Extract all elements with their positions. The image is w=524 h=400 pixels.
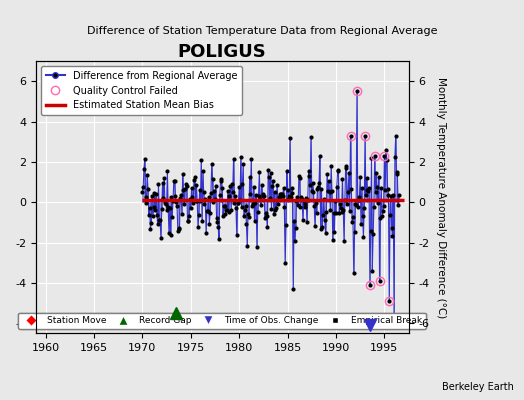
Title: POLIGUS: POLIGUS [178,43,267,61]
Y-axis label: Monthly Temperature Anomaly Difference (°C): Monthly Temperature Anomaly Difference (… [436,76,446,318]
Text: Berkeley Earth: Berkeley Earth [442,382,514,392]
Text: Difference of Station Temperature Data from Regional Average: Difference of Station Temperature Data f… [87,26,437,36]
Legend: Station Move, Record Gap, Time of Obs. Change, Empirical Break: Station Move, Record Gap, Time of Obs. C… [18,312,426,329]
